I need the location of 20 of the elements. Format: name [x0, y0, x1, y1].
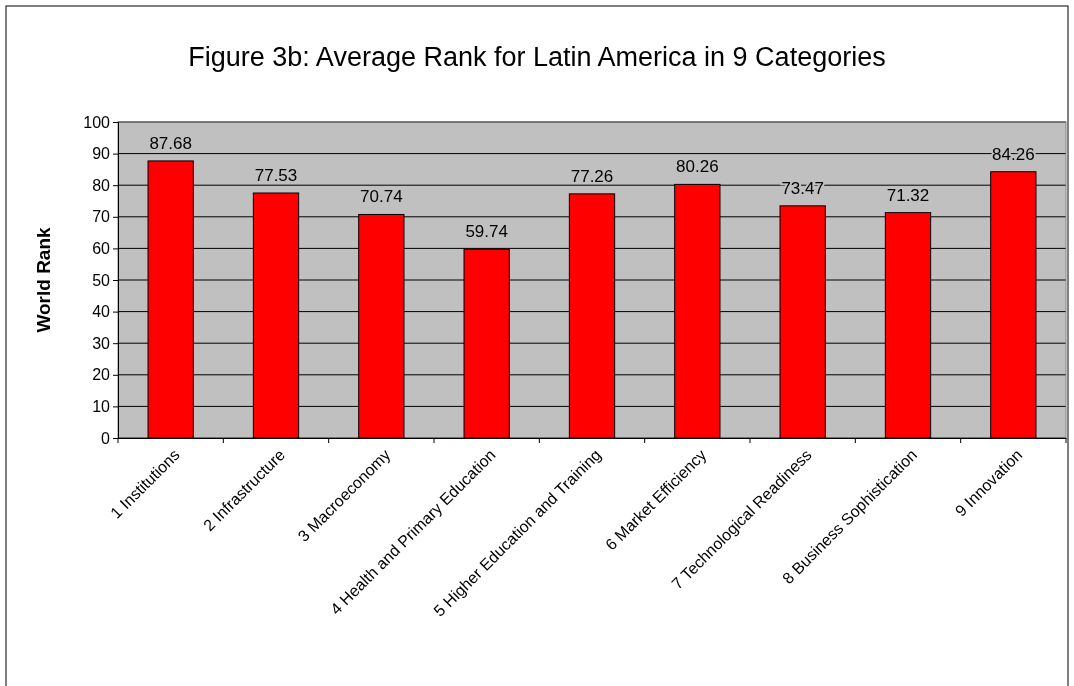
data-label: 87.68	[149, 133, 192, 153]
y-tick-label: 100	[83, 113, 111, 131]
y-axis-title: World Rank	[33, 226, 54, 333]
y-tick-label: 80	[92, 176, 111, 194]
y-tick-label: 10	[92, 398, 111, 416]
chart-title: Figure 3b: Average Rank for Latin America in 9 Categories	[188, 42, 886, 72]
y-tick-label: 30	[92, 334, 111, 352]
y-tick-label: 60	[92, 240, 111, 258]
data-label: 80.26	[676, 157, 719, 177]
data-label: 70.74	[360, 187, 403, 207]
y-tick-label: 50	[92, 271, 111, 289]
y-tick-label: 0	[101, 429, 111, 447]
y-tick-label: 20	[92, 366, 111, 384]
data-label: 77.26	[570, 166, 614, 186]
data-label: 71.32	[886, 185, 930, 205]
y-tick-label: 90	[92, 145, 111, 163]
y-tick-label: 70	[92, 208, 111, 226]
y-tick-label: 40	[92, 303, 111, 321]
data-label: 59.74	[465, 222, 508, 242]
data-label: 77.53	[254, 166, 298, 186]
